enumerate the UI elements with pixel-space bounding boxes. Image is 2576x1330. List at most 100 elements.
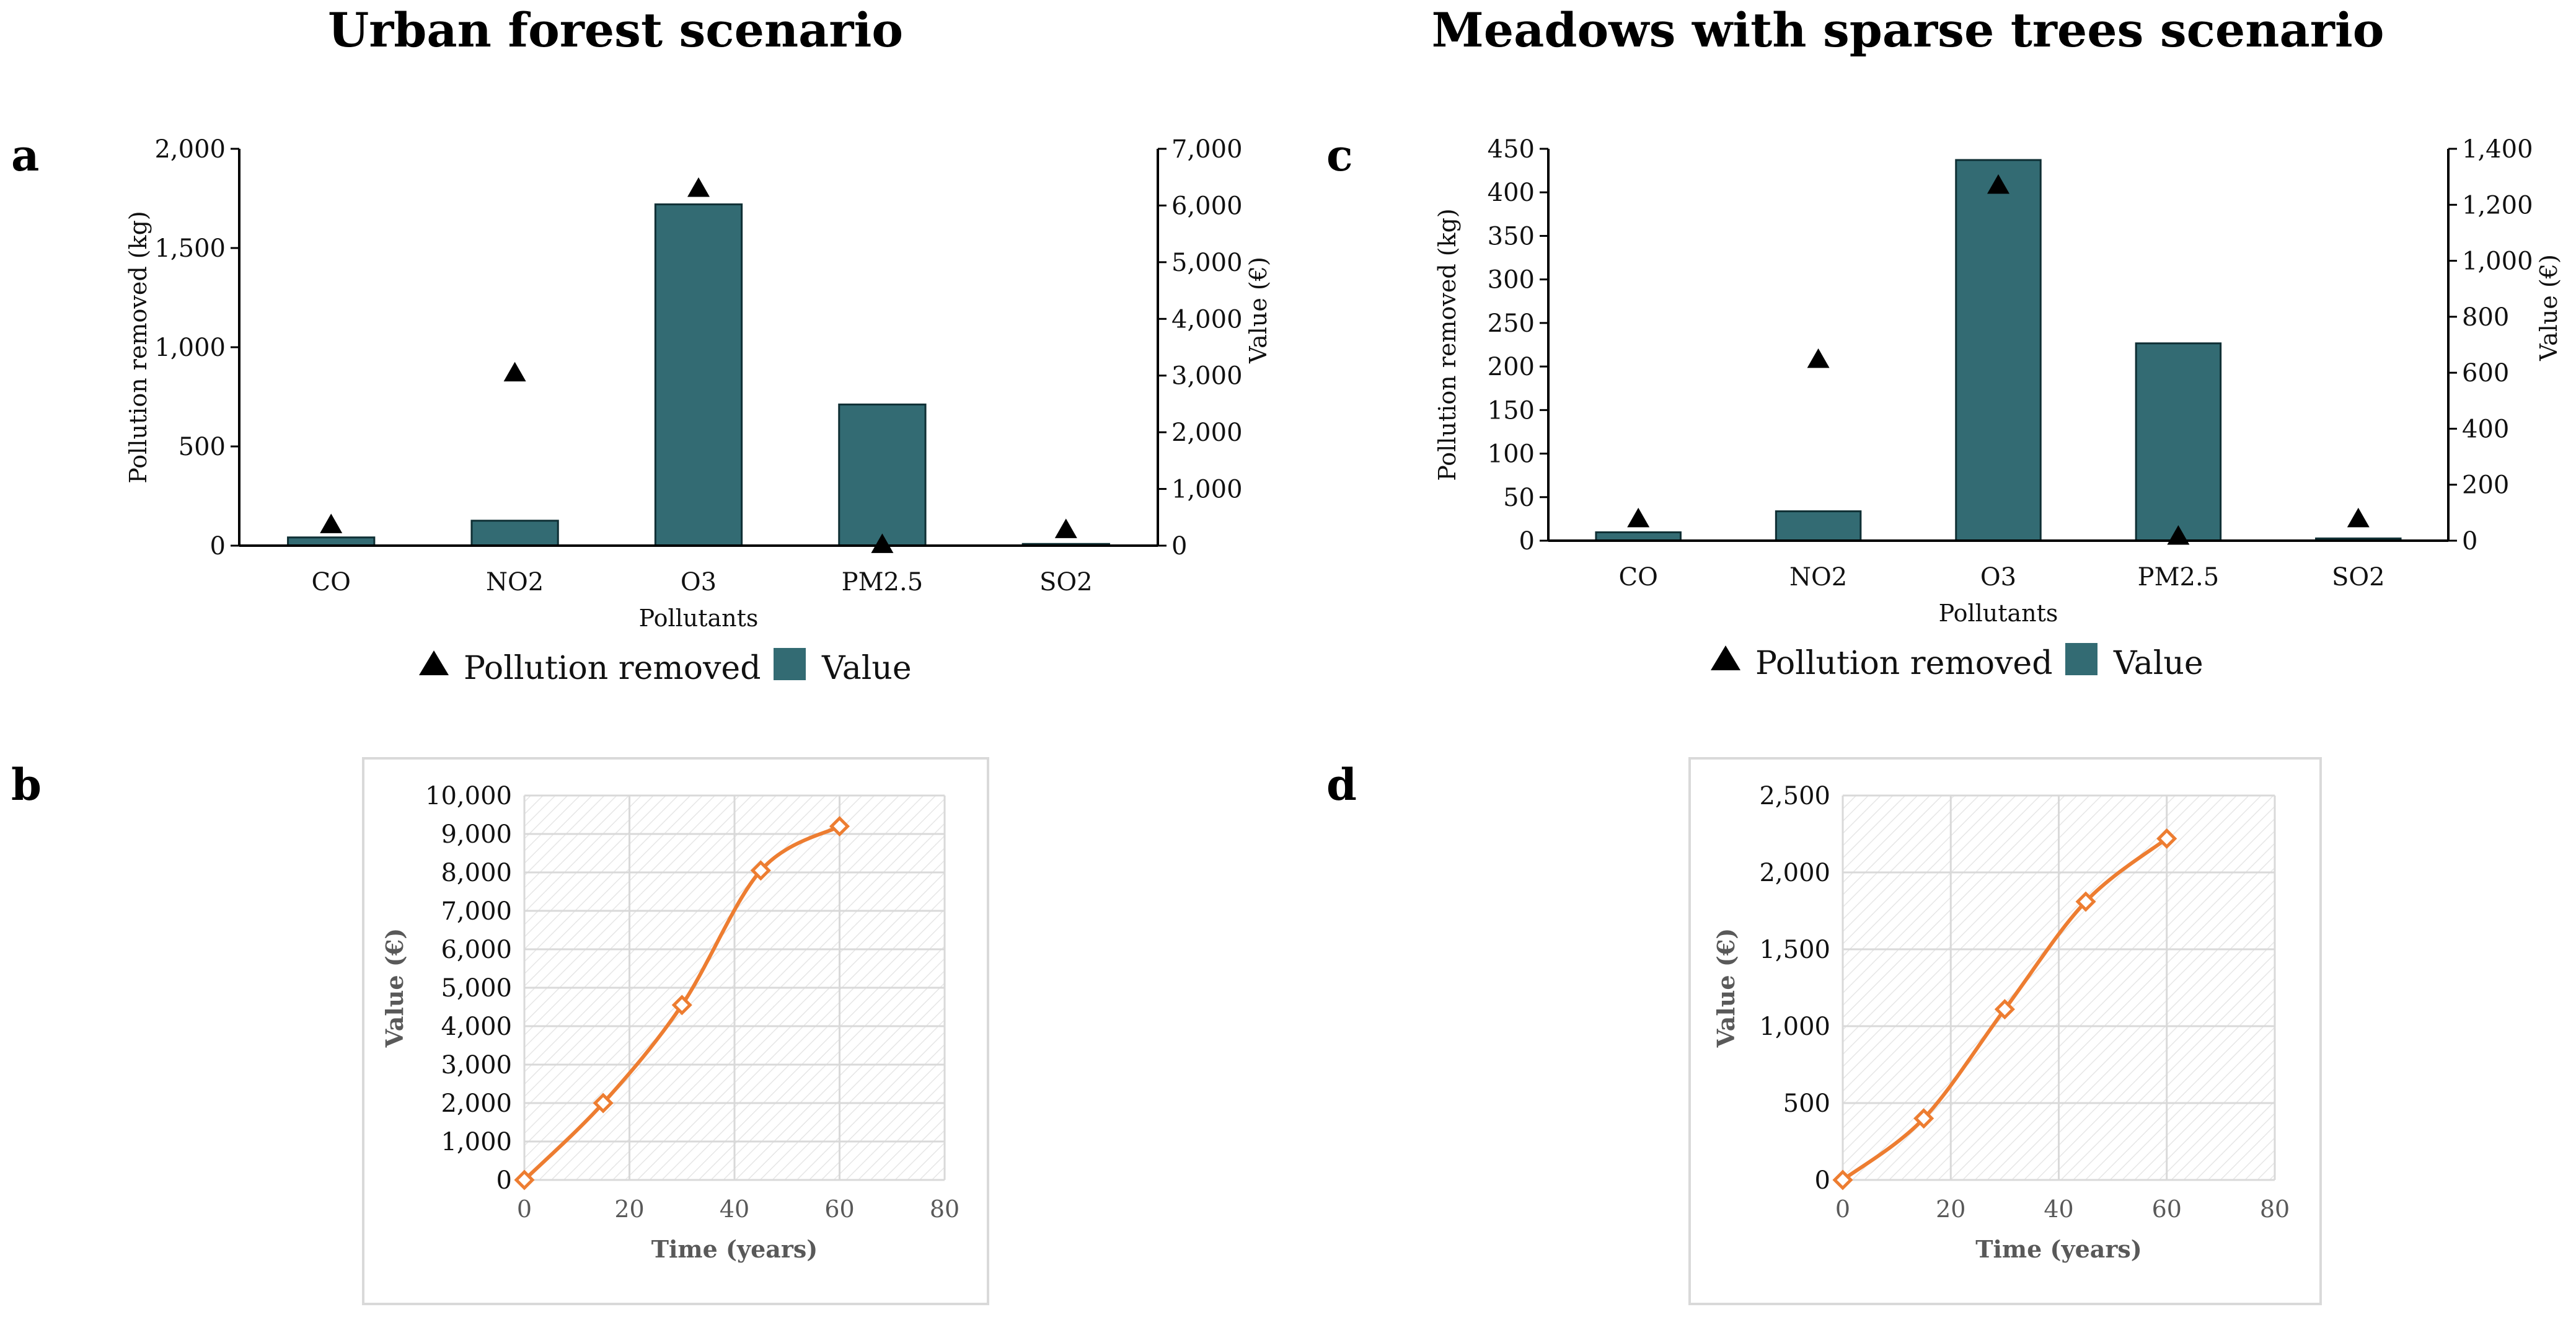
right-y-tick-label: 7,000 — [1171, 135, 1243, 164]
right-y-tick-label: 0 — [1171, 532, 1187, 561]
y-tick-label: 0 — [1815, 1166, 1830, 1195]
pollution-removed-marker — [2167, 525, 2190, 545]
right-y-tick-label: 600 — [2462, 359, 2509, 388]
x-category-label: CO — [1618, 563, 1657, 592]
data-point-marker — [1832, 1169, 1853, 1190]
title-meadows: Meadows with sparse trees scenario — [1432, 2, 2384, 58]
chart-a-pollution-bars: 0 500 1,000 1,500 2,000 0 1,000 2,000 3,000 4,000… — [125, 135, 1272, 687]
value-bar — [1955, 159, 2042, 542]
x-category-label: CO — [311, 568, 350, 596]
pollution-removed-marker — [2347, 507, 2370, 528]
x-category-label: O3 — [1980, 563, 2016, 592]
value-bar — [1775, 510, 1862, 542]
pollution-removed-marker — [1627, 507, 1650, 528]
pollution-removed-marker — [1807, 348, 1830, 368]
y-tick-label: 2,000 — [1759, 859, 1830, 887]
panel-label-b: b — [11, 759, 42, 810]
value-bar — [2135, 342, 2222, 542]
left-y-tick-label: 250 — [1488, 309, 1535, 338]
legend-bar-swatch — [774, 648, 806, 680]
left-y-tick-label: 1,500 — [154, 234, 226, 263]
left-y-axis-title: Pollution removed (kg) — [1434, 208, 1461, 481]
x-tick-label: 40 — [720, 1195, 749, 1223]
right-y-tick-label: 1,200 — [2462, 191, 2533, 219]
left-y-axis-title: Pollution removed (kg) — [125, 211, 152, 483]
x-tick-label: 0 — [1835, 1195, 1850, 1223]
data-point-marker — [514, 1169, 535, 1190]
x-tick-label: 60 — [2152, 1195, 2182, 1223]
pollution-removed-marker — [1054, 518, 1077, 538]
legend-triangle-icon — [1711, 645, 1740, 670]
x-axis-title: Pollutants — [1939, 600, 2058, 627]
data-point-marker — [2156, 828, 2177, 849]
right-y-tick-label: 5,000 — [1171, 249, 1243, 277]
right-y-tick-label: 1,000 — [1171, 476, 1243, 504]
y-tick-label: 2,000 — [441, 1089, 512, 1118]
right-y-axis-title: Value (€) — [2535, 254, 2562, 361]
y-tick-label: 3,000 — [441, 1051, 512, 1080]
y-tick-label: 500 — [1783, 1089, 1830, 1118]
y-tick-label: 5,000 — [441, 974, 512, 1003]
data-point-marker — [671, 995, 692, 1016]
right-y-tick-label: 1,400 — [2462, 135, 2533, 164]
panel-label-c: c — [1326, 130, 1353, 181]
right-y-tick-label: 400 — [2462, 415, 2509, 443]
data-point-marker — [593, 1093, 614, 1114]
chart-b-value-over-time: 0 1,000 2,000 3,000 4,000 5,000 6,000 7,000 8,00… — [362, 757, 989, 1305]
x-category-label: NO2 — [1789, 563, 1847, 592]
x-category-label: SO2 — [2332, 563, 2385, 592]
right-y-tick-label: 0 — [2462, 527, 2477, 556]
x-tick-label: 0 — [517, 1195, 532, 1223]
y-tick-label: 4,000 — [441, 1013, 512, 1041]
right-y-tick-label: 2,000 — [1171, 419, 1243, 447]
y-tick-label: 2,500 — [1759, 782, 1830, 810]
x-tick-label: 60 — [824, 1195, 854, 1223]
left-y-tick-label: 300 — [1488, 266, 1535, 295]
title-urban-forest: Urban forest scenario — [328, 2, 903, 58]
y-tick-label: 0 — [496, 1166, 512, 1195]
data-point-marker — [1994, 999, 2015, 1020]
y-tick-label: 1,000 — [1759, 1013, 1830, 1041]
right-y-tick-label: 200 — [2462, 471, 2509, 500]
x-tick-label: 40 — [2044, 1195, 2073, 1223]
right-y-axis-title: Value (€) — [1245, 257, 1272, 364]
x-category-label: PM2.5 — [2138, 563, 2219, 592]
panel-label-d: d — [1326, 759, 1357, 810]
x-tick-label: 80 — [930, 1195, 959, 1223]
left-y-tick-label: 400 — [1488, 179, 1535, 207]
left-y-tick-label: 450 — [1488, 135, 1535, 164]
right-y-tick-label: 4,000 — [1171, 305, 1243, 334]
legend-label-pollution-removed: Pollution removed — [464, 650, 761, 687]
pollution-removed-marker — [1987, 174, 2009, 194]
right-y-tick-label: 1,000 — [2462, 247, 2533, 276]
x-tick-label: 80 — [2260, 1195, 2290, 1223]
legend-label-value: Value — [2113, 645, 2203, 682]
left-y-tick-label: 350 — [1488, 222, 1535, 250]
left-y-tick-label: 0 — [210, 532, 226, 561]
x-category-label: PM2.5 — [842, 568, 923, 596]
data-point-marker — [829, 816, 850, 837]
value-bar — [838, 403, 927, 547]
x-category-label: SO2 — [1039, 568, 1093, 596]
pollution-removed-marker — [320, 513, 343, 533]
left-y-tick-label: 150 — [1488, 396, 1535, 425]
left-y-tick-label: 50 — [1503, 484, 1535, 512]
y-axis-title: Value (€) — [1712, 928, 1740, 1048]
pollution-removed-marker — [503, 361, 526, 382]
value-bar — [470, 520, 559, 547]
value-bar — [654, 203, 743, 547]
data-point-marker — [1913, 1108, 1934, 1129]
y-tick-label: 8,000 — [441, 859, 512, 887]
x-axis-title: Time (years) — [651, 1235, 818, 1263]
pollution-removed-marker — [871, 533, 894, 553]
legend-triangle-icon — [419, 650, 449, 675]
right-y-tick-label: 6,000 — [1171, 192, 1243, 220]
value-bar — [1595, 531, 1682, 542]
y-tick-label: 1,000 — [441, 1128, 512, 1156]
x-tick-label: 20 — [1936, 1195, 1965, 1223]
panel-label-a: a — [11, 130, 39, 181]
y-tick-label: 9,000 — [441, 820, 512, 849]
data-point-marker — [750, 860, 771, 881]
y-tick-label: 7,000 — [441, 897, 512, 926]
x-axis-title: Pollutants — [639, 605, 759, 632]
